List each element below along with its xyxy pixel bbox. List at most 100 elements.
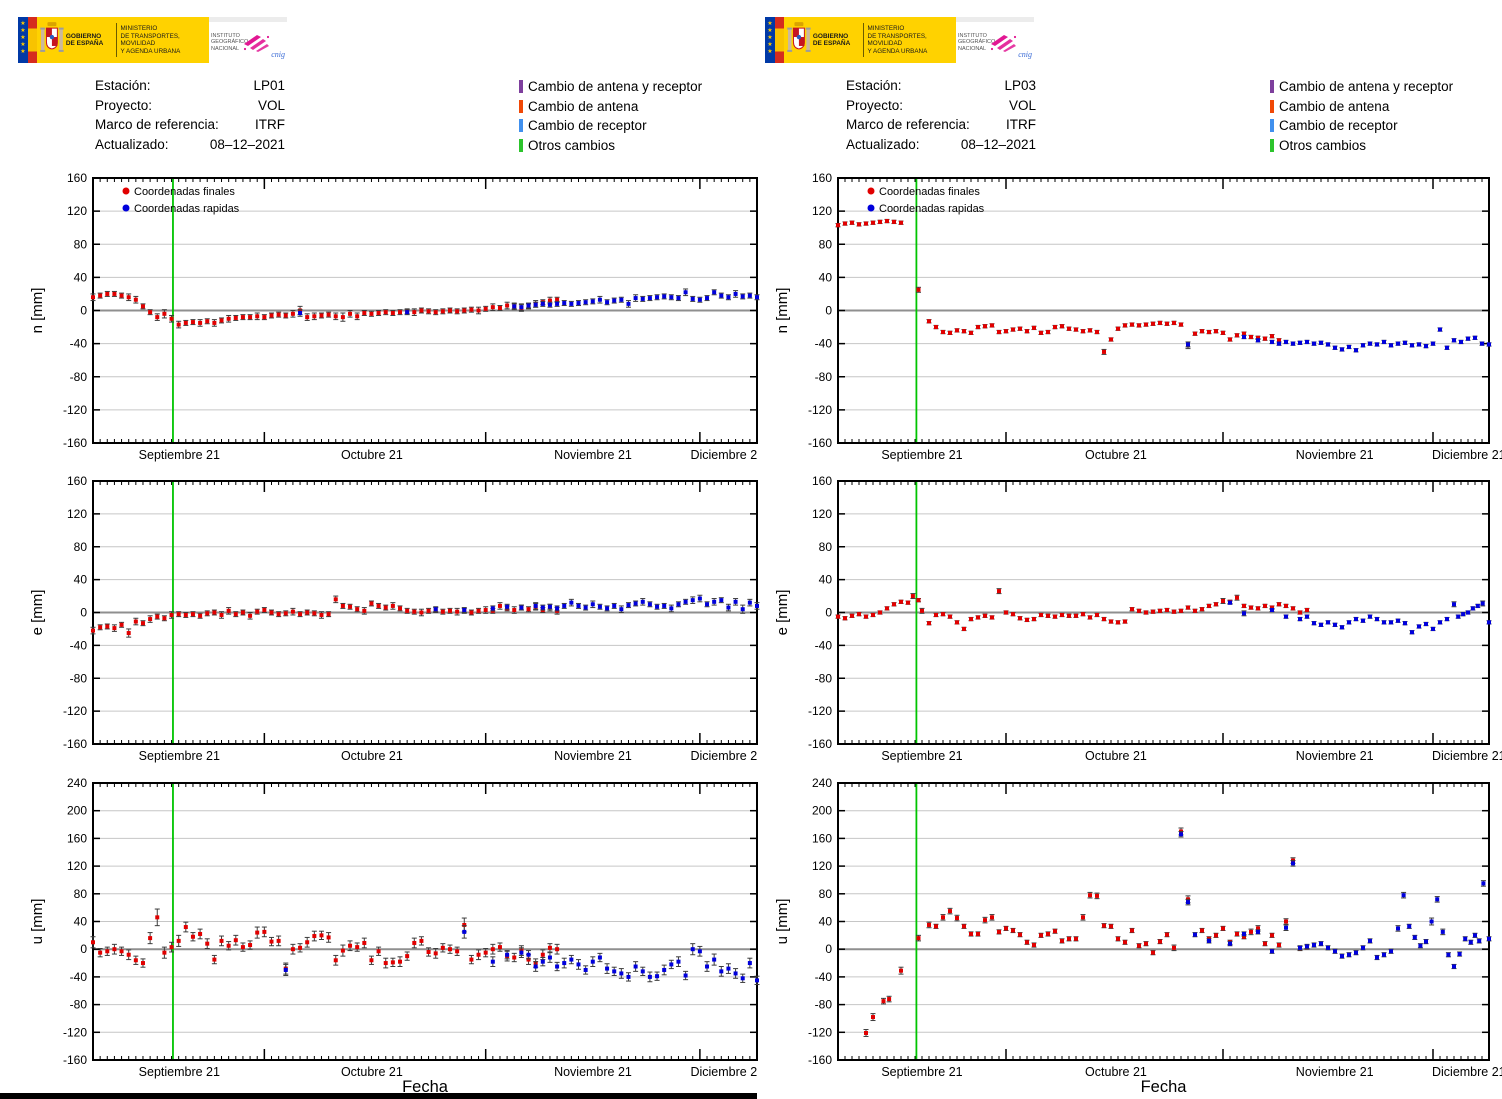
data-point: [555, 302, 559, 306]
y-axis-title: e [mm]: [774, 590, 791, 636]
x-month-label: Septiembre 21: [881, 448, 962, 462]
data-point: [277, 612, 281, 616]
data-point: [377, 604, 381, 608]
data-point: [1396, 342, 1400, 346]
data-point: [327, 313, 331, 317]
data-point: [955, 328, 959, 332]
data-point: [726, 295, 730, 299]
data-point: [1466, 337, 1470, 341]
data-point: [412, 610, 416, 614]
data-point: [248, 614, 252, 618]
data-point: [148, 617, 152, 621]
data-point: [887, 997, 891, 1001]
data-point: [1151, 610, 1155, 614]
y-tick-label: -120: [808, 403, 832, 417]
data-point: [927, 319, 931, 323]
data-point: [584, 968, 588, 972]
data-point: [1235, 333, 1239, 337]
data-point: [1263, 337, 1267, 341]
data-point: [1452, 338, 1456, 342]
data-point: [1116, 327, 1120, 331]
data-point: [170, 613, 174, 617]
data-point: [1476, 604, 1480, 608]
data-point: [198, 614, 202, 618]
data-point: [1305, 608, 1309, 612]
y-tick-label: 200: [67, 804, 87, 818]
data-point: [527, 304, 531, 308]
data-point: [462, 930, 466, 934]
data-point: [669, 962, 673, 966]
data-point: [298, 612, 302, 616]
data-point: [162, 312, 166, 316]
y-tick-label: 40: [819, 915, 833, 929]
y-tick-label: -80: [70, 370, 88, 384]
data-point: [541, 953, 545, 957]
data-point: [198, 321, 202, 325]
data-point: [612, 604, 616, 608]
data-point: [741, 976, 745, 980]
data-point: [505, 304, 509, 308]
data-point: [598, 298, 602, 302]
data-point: [948, 331, 952, 335]
data-point: [976, 932, 980, 936]
data-point: [141, 304, 145, 308]
data-point: [734, 292, 738, 296]
data-point: [562, 301, 566, 305]
data-point: [291, 312, 295, 316]
data-point: [277, 939, 281, 943]
data-point: [427, 309, 431, 313]
data-point: [882, 999, 886, 1003]
y-tick-label: 40: [819, 573, 833, 587]
data-point: [1291, 861, 1295, 865]
data-point: [469, 611, 473, 615]
data-point: [1109, 620, 1113, 624]
data-point: [1396, 926, 1400, 930]
data-point: [534, 604, 538, 608]
data-point: [927, 923, 931, 927]
data-point: [1270, 340, 1274, 344]
data-point: [341, 315, 345, 319]
data-point: [1305, 944, 1309, 948]
y-tick-label: 120: [812, 507, 832, 521]
data-point: [1361, 946, 1365, 950]
data-point: [1221, 331, 1225, 335]
data-point: [1095, 330, 1099, 334]
data-point: [1158, 321, 1162, 325]
y-tick-label: -40: [815, 638, 833, 652]
data-point: [705, 296, 709, 300]
data-point: [1368, 939, 1372, 943]
data-point: [634, 296, 638, 300]
data-point: [341, 604, 345, 608]
data-point: [398, 960, 402, 964]
data-point: [448, 309, 452, 313]
data-point: [1249, 335, 1253, 339]
data-point: [362, 941, 366, 945]
data-point: [1256, 606, 1260, 610]
data-point: [1431, 342, 1435, 346]
data-point: [1011, 929, 1015, 933]
data-point: [1144, 611, 1148, 615]
data-point: [1270, 949, 1274, 953]
data-point: [1130, 607, 1134, 611]
data-point: [469, 308, 473, 312]
data-point: [377, 949, 381, 953]
finales-dot-icon: [123, 188, 130, 195]
data-point: [655, 974, 659, 978]
data-point: [541, 606, 545, 610]
data-point: [1102, 924, 1106, 928]
data-point: [377, 311, 381, 315]
data-point: [836, 615, 840, 619]
y-tick-label: 0: [825, 942, 832, 956]
data-point: [1137, 609, 1141, 613]
data-point: [355, 607, 359, 611]
LP01-e-plot: -160-120-80-4004080120160Septiembre 21Oc…: [29, 474, 760, 763]
data-point: [662, 294, 666, 298]
data-point: [920, 609, 924, 613]
data-point: [1081, 329, 1085, 333]
data-point: [1186, 606, 1190, 610]
data-point: [1116, 620, 1120, 624]
data-point: [384, 310, 388, 314]
data-point: [205, 611, 209, 615]
data-point: [1291, 606, 1295, 610]
data-point: [448, 947, 452, 951]
